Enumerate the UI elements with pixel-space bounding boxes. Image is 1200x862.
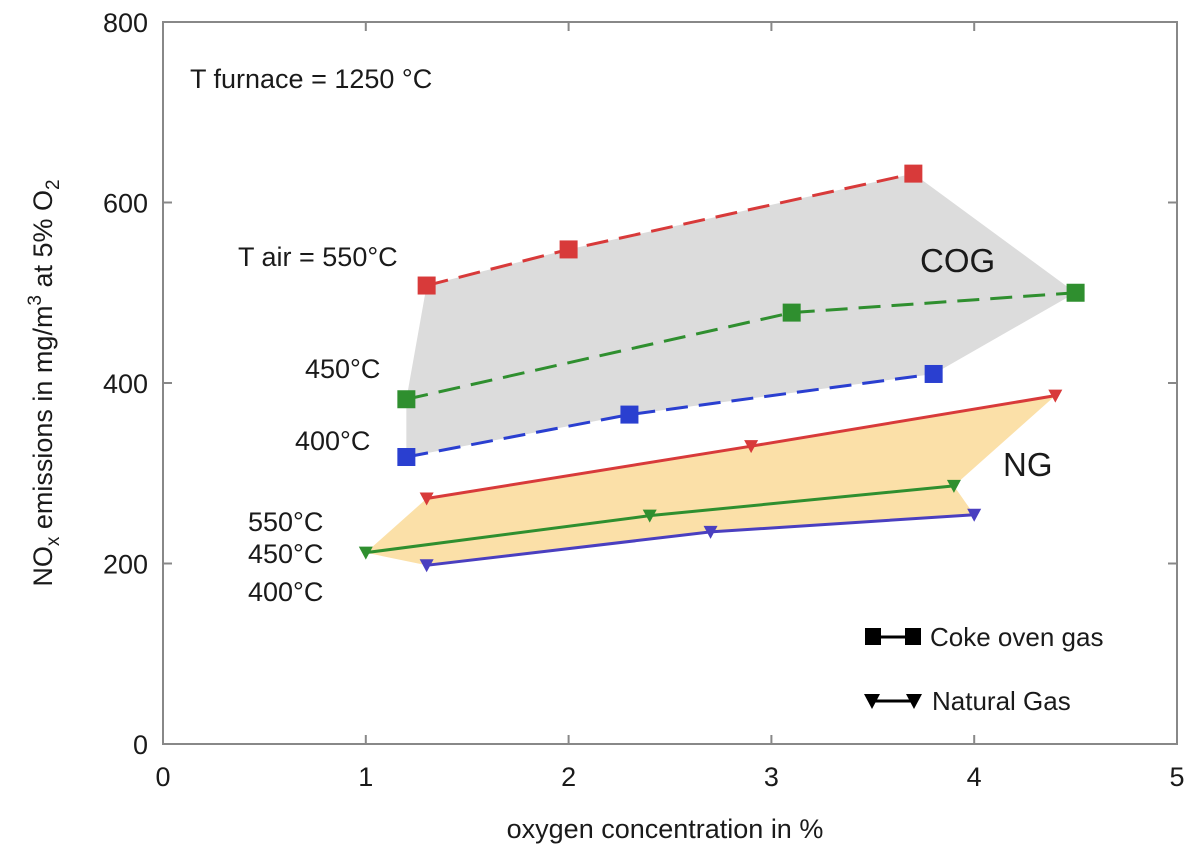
cog-region-label: COG <box>920 242 995 279</box>
cog-label-400: 400°C <box>295 426 370 456</box>
y-axis-title-sub-2: 2 <box>43 179 64 190</box>
region-ng <box>365 395 1056 566</box>
y-tick-label-800: 800 <box>103 8 148 38</box>
marker-cog-450-1 <box>782 303 801 322</box>
y-axis-title-part-2: emissions in mg/m <box>28 306 58 537</box>
marker-ng-400-2 <box>967 508 982 522</box>
x-tick-label-0: 0 <box>155 762 170 792</box>
marker-cog-450-0 <box>397 390 416 409</box>
x-tick-label-3: 3 <box>764 762 779 792</box>
marker-cog-550-2 <box>904 164 923 183</box>
y-axis-title-part-1: NO <box>28 546 58 587</box>
marker-ng-450-0 <box>358 546 373 560</box>
legend: Coke oven gas Natural Gas <box>864 622 1103 716</box>
marker-ng-450-1 <box>642 509 657 523</box>
y-axis-title: NOx emissions in mg/m3 at 5% O2 <box>25 179 64 586</box>
cog-label-550: T air = 550°C <box>238 242 398 272</box>
marker-ng-450-2 <box>946 479 961 493</box>
y-tick-label-0: 0 <box>133 730 148 760</box>
marker-cog-400-2 <box>924 364 943 383</box>
marker-cog-400-1 <box>620 405 639 424</box>
y-tick-label-600: 600 <box>103 189 148 219</box>
legend-marker-coke-oven-gas-left <box>865 628 881 645</box>
x-tick-label-5: 5 <box>1169 762 1184 792</box>
x-tick-label-4: 4 <box>967 762 982 792</box>
y-tick-label-400: 400 <box>103 369 148 399</box>
x-axis-title: oxygen concentration in % <box>507 814 824 844</box>
legend-label-natural-gas: Natural Gas <box>932 686 1071 716</box>
y-tick-label-200: 200 <box>103 550 148 580</box>
legend-item-coke-oven-gas: Coke oven gas <box>865 622 1103 652</box>
region-cog <box>406 173 1076 458</box>
ng-label-450: 450°C <box>248 539 323 569</box>
marker-ng-550-2 <box>1048 389 1063 403</box>
ng-label-550: 550°C <box>248 507 323 537</box>
marker-ng-400-0 <box>419 559 434 573</box>
x-tick-label-2: 2 <box>561 762 576 792</box>
cog-label-450: 450°C <box>305 354 380 384</box>
legend-item-natural-gas: Natural Gas <box>864 686 1071 716</box>
x-tick-label-1: 1 <box>358 762 373 792</box>
series-line-cog-400 <box>406 372 934 459</box>
marker-cog-550-0 <box>417 276 436 295</box>
axis-ticks: 0 1 2 3 4 5 0 200 400 600 800 <box>103 8 1185 792</box>
y-axis-title-sub-x: x <box>43 536 64 546</box>
marker-ng-550-0 <box>419 492 434 506</box>
ng-label-400: 400°C <box>248 577 323 607</box>
marker-ng-550-1 <box>744 440 759 454</box>
data-markers <box>358 164 1085 573</box>
legend-marker-coke-oven-gas-right <box>905 628 921 645</box>
ng-region-label: NG <box>1003 446 1053 483</box>
legend-label-coke-oven-gas: Coke oven gas <box>930 622 1103 652</box>
legend-marker-natural-gas-right <box>906 694 922 709</box>
furnace-annotation: T furnace = 1250 °C <box>190 64 432 94</box>
shaded-regions <box>365 173 1076 566</box>
marker-cog-550-1 <box>559 240 578 259</box>
marker-cog-400-0 <box>397 448 416 467</box>
y-axis-title-sup-3: 3 <box>25 295 46 306</box>
marker-ng-400-1 <box>703 525 718 539</box>
legend-marker-natural-gas-left <box>864 694 880 709</box>
y-axis-title-part-3: at 5% O <box>28 190 58 295</box>
marker-cog-450-2 <box>1066 283 1085 302</box>
